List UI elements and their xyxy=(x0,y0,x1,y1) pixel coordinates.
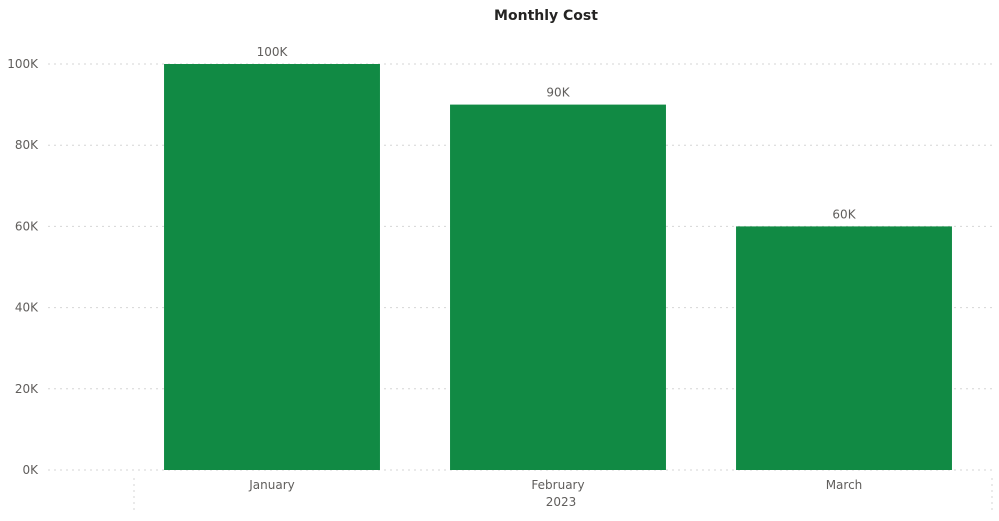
y-tick-label: 20K xyxy=(15,382,39,396)
bars xyxy=(164,64,952,470)
y-axis-ticks: 0K 20K 40K 60K 80K 100K xyxy=(7,57,39,477)
data-labels: 100K 90K 60K xyxy=(257,45,857,221)
x-tick-label: January xyxy=(248,478,295,492)
bar-january[interactable] xyxy=(164,64,380,470)
data-label: 90K xyxy=(546,86,570,100)
y-tick-label: 60K xyxy=(15,219,39,233)
y-tick-label: 100K xyxy=(7,57,39,71)
y-tick-label: 40K xyxy=(15,301,39,315)
x-axis-group-label: 2023 xyxy=(546,495,577,509)
data-label: 100K xyxy=(257,45,289,59)
y-tick-label: 0K xyxy=(22,463,39,477)
y-tick-label: 80K xyxy=(15,138,39,152)
x-tick-label: March xyxy=(826,478,863,492)
x-axis-ticks: January February March xyxy=(248,478,862,492)
x-tick-label: February xyxy=(531,478,584,492)
chart-title: Monthly Cost xyxy=(494,8,598,24)
bar-february[interactable] xyxy=(450,104,666,470)
bar-march[interactable] xyxy=(736,226,952,470)
data-label: 60K xyxy=(832,207,856,221)
